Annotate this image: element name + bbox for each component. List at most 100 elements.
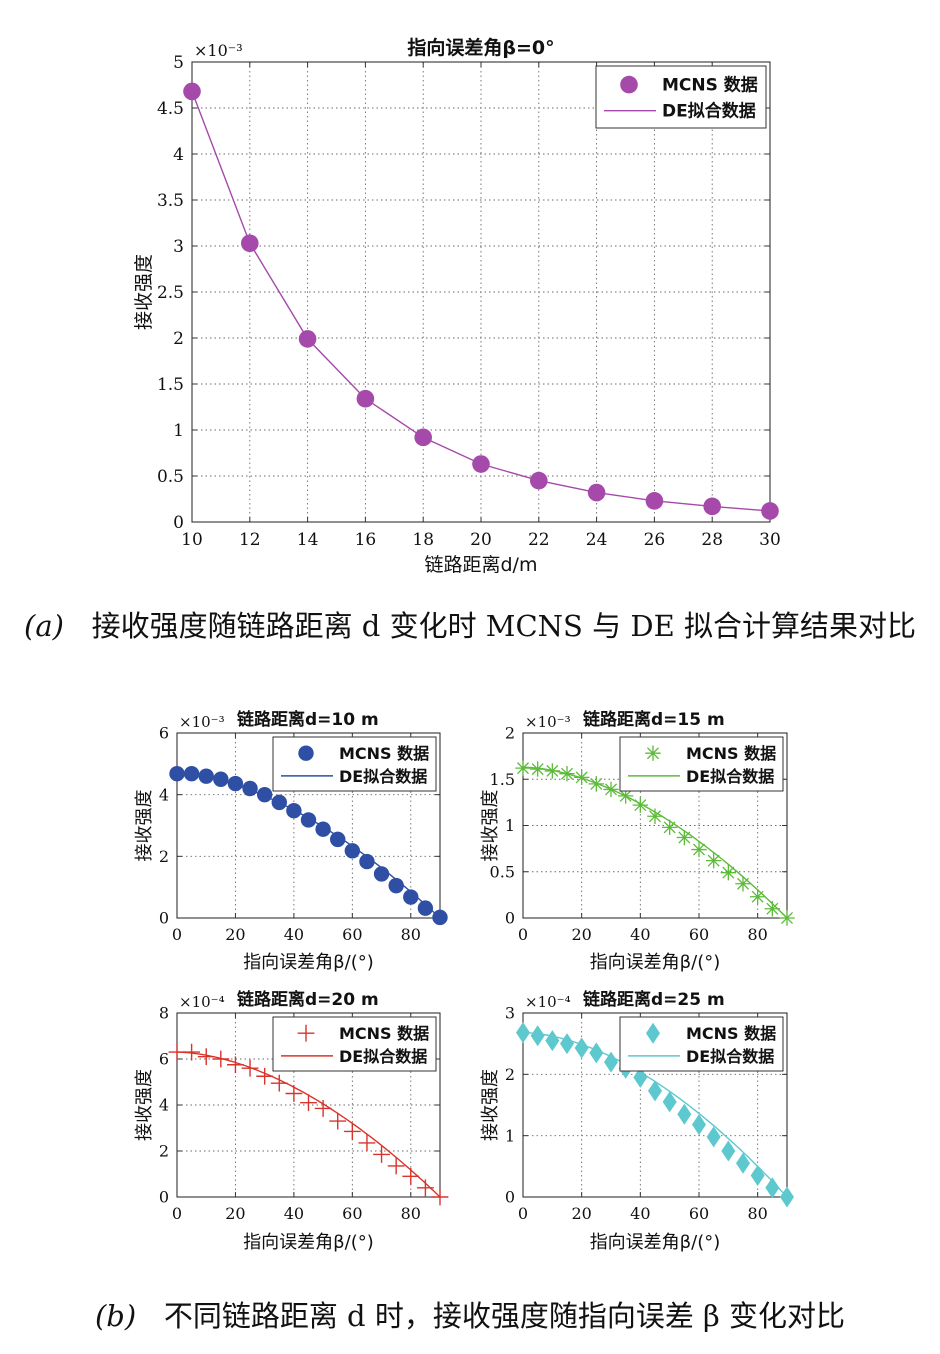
y-axis-label: 接收强度 bbox=[480, 790, 501, 862]
y-tick-label: 2 bbox=[159, 1142, 169, 1161]
x-tick-label: 20 bbox=[225, 1204, 245, 1223]
mcns-markers bbox=[169, 766, 448, 926]
x-tick-label: 24 bbox=[586, 530, 608, 550]
data-point-12 bbox=[343, 1123, 361, 1140]
y-tick-label: 0.5 bbox=[490, 862, 515, 881]
data-point-1 bbox=[529, 761, 546, 777]
y-tick-label: 3 bbox=[173, 237, 184, 257]
data-point-4 bbox=[414, 428, 433, 447]
y-tick-label: 0 bbox=[159, 909, 169, 928]
legend-box bbox=[272, 1016, 437, 1072]
y-tick-label: 3.5 bbox=[157, 191, 184, 211]
x-tick-label: 40 bbox=[630, 925, 650, 944]
data-point-13 bbox=[705, 852, 722, 869]
y-tick-label: 0 bbox=[159, 1188, 169, 1207]
chart-title: 链路距离d=10 m bbox=[237, 709, 379, 730]
legend-fit: DE拟合数据 bbox=[686, 767, 774, 786]
data-point-1 bbox=[530, 1025, 545, 1047]
y-tick-label: 1.5 bbox=[157, 375, 184, 395]
x-axis-label: 指向误差角β/(°) bbox=[243, 952, 374, 973]
chart-title: 指向误差角β=0° bbox=[407, 36, 554, 59]
data-point-10 bbox=[314, 1100, 332, 1117]
caption-a-label: (a) bbox=[24, 609, 64, 643]
x-tick-label: 10 bbox=[181, 530, 203, 550]
data-point-1 bbox=[183, 766, 200, 782]
data-point-17 bbox=[416, 1179, 434, 1197]
mcns-markers bbox=[515, 760, 795, 926]
legend-marker-0 bbox=[645, 745, 661, 761]
data-point-7 bbox=[587, 483, 606, 502]
legend: MCNS 数据 DE拟合数据 bbox=[619, 736, 784, 792]
data-point-0 bbox=[183, 82, 201, 101]
axes-frame bbox=[176, 1012, 441, 1198]
x-tick-label: 0 bbox=[518, 1204, 528, 1223]
x-axis-label: 指向误差角β/(°) bbox=[243, 1232, 374, 1253]
y-tick-label: 0 bbox=[173, 513, 184, 533]
x-tick-label: 0 bbox=[172, 1204, 182, 1223]
y-tick-label: 2 bbox=[159, 847, 169, 866]
x-tick-label: 14 bbox=[297, 530, 319, 550]
data-point-16 bbox=[402, 1167, 420, 1185]
data-point-0 bbox=[169, 766, 185, 782]
y-tick-label: 4.5 bbox=[157, 99, 184, 119]
data-point-1 bbox=[183, 1043, 201, 1061]
data-point-6 bbox=[530, 471, 548, 490]
x-tick-label: 60 bbox=[689, 925, 709, 944]
mcns-markers bbox=[183, 82, 779, 520]
data-point-12 bbox=[692, 1114, 706, 1136]
data-point-10 bbox=[315, 821, 331, 837]
legend-box bbox=[619, 736, 784, 792]
legend: MCNS 数据 DE拟合数据 bbox=[595, 65, 767, 129]
data-point-15 bbox=[387, 1157, 405, 1175]
data-point-5 bbox=[472, 455, 490, 473]
grid-lines bbox=[177, 733, 440, 918]
data-point-17 bbox=[417, 900, 434, 916]
data-point-5 bbox=[588, 776, 605, 792]
legend-fit: DE拟合数据 bbox=[339, 767, 427, 786]
x-axis-label: 指向误差角β/(°) bbox=[590, 952, 721, 973]
y-tick-label: 5 bbox=[173, 53, 184, 73]
exponent-label: ×10⁻³ bbox=[194, 41, 243, 60]
legend-mcns: MCNS 数据 bbox=[339, 744, 429, 763]
chart-2: 0 20 40 60 80 0 2 4 6 ×10⁻³ 链路距离d=10 m 指向误差角β/(°) 接收… bbox=[134, 709, 448, 973]
grid-lines bbox=[192, 62, 770, 522]
x-tick-label: 0 bbox=[518, 925, 528, 944]
data-point-3 bbox=[560, 1033, 574, 1055]
data-point-4 bbox=[574, 1037, 589, 1059]
data-point-14 bbox=[373, 1146, 390, 1163]
data-point-4 bbox=[573, 769, 590, 786]
mcns-markers bbox=[168, 1043, 449, 1206]
data-point-3 bbox=[212, 1050, 230, 1068]
y-tick-label: 6 bbox=[159, 1050, 169, 1069]
legend: MCNS 数据 DE拟合数据 bbox=[272, 1016, 437, 1072]
x-tick-label: 20 bbox=[225, 925, 245, 944]
caption-b-label: (b) bbox=[94, 1299, 137, 1333]
legend-mcns: MCNS 数据 bbox=[662, 75, 758, 96]
data-point-4 bbox=[227, 1056, 244, 1074]
x-tick-label: 0 bbox=[172, 925, 182, 944]
axes-frame bbox=[522, 732, 788, 919]
x-tick-label: 12 bbox=[239, 530, 261, 550]
data-point-2 bbox=[197, 1048, 215, 1066]
x-tick-label: 28 bbox=[701, 530, 723, 550]
y-tick-label: 1 bbox=[173, 421, 184, 441]
legend-fit: DE拟合数据 bbox=[339, 1047, 427, 1066]
x-tick-label: 20 bbox=[571, 925, 591, 944]
data-point-5 bbox=[589, 1042, 604, 1064]
y-tick-label: 1 bbox=[505, 816, 515, 835]
data-point-8 bbox=[632, 797, 649, 813]
axes-frame bbox=[176, 732, 441, 919]
data-point-18 bbox=[431, 1188, 449, 1206]
x-tick-label: 20 bbox=[571, 1204, 591, 1223]
x-tick-label: 40 bbox=[284, 925, 304, 944]
data-point-0 bbox=[515, 760, 531, 776]
legend-marker-0 bbox=[297, 1024, 315, 1042]
y-tick-label: 6 bbox=[159, 724, 169, 743]
data-point-2 bbox=[545, 1030, 560, 1052]
data-point-11 bbox=[676, 829, 693, 846]
data-point-9 bbox=[647, 808, 663, 824]
x-tick-label: 26 bbox=[644, 530, 666, 550]
data-point-15 bbox=[388, 877, 404, 894]
x-tick-label: 30 bbox=[759, 530, 781, 550]
y-tick-label: 0 bbox=[505, 909, 515, 928]
